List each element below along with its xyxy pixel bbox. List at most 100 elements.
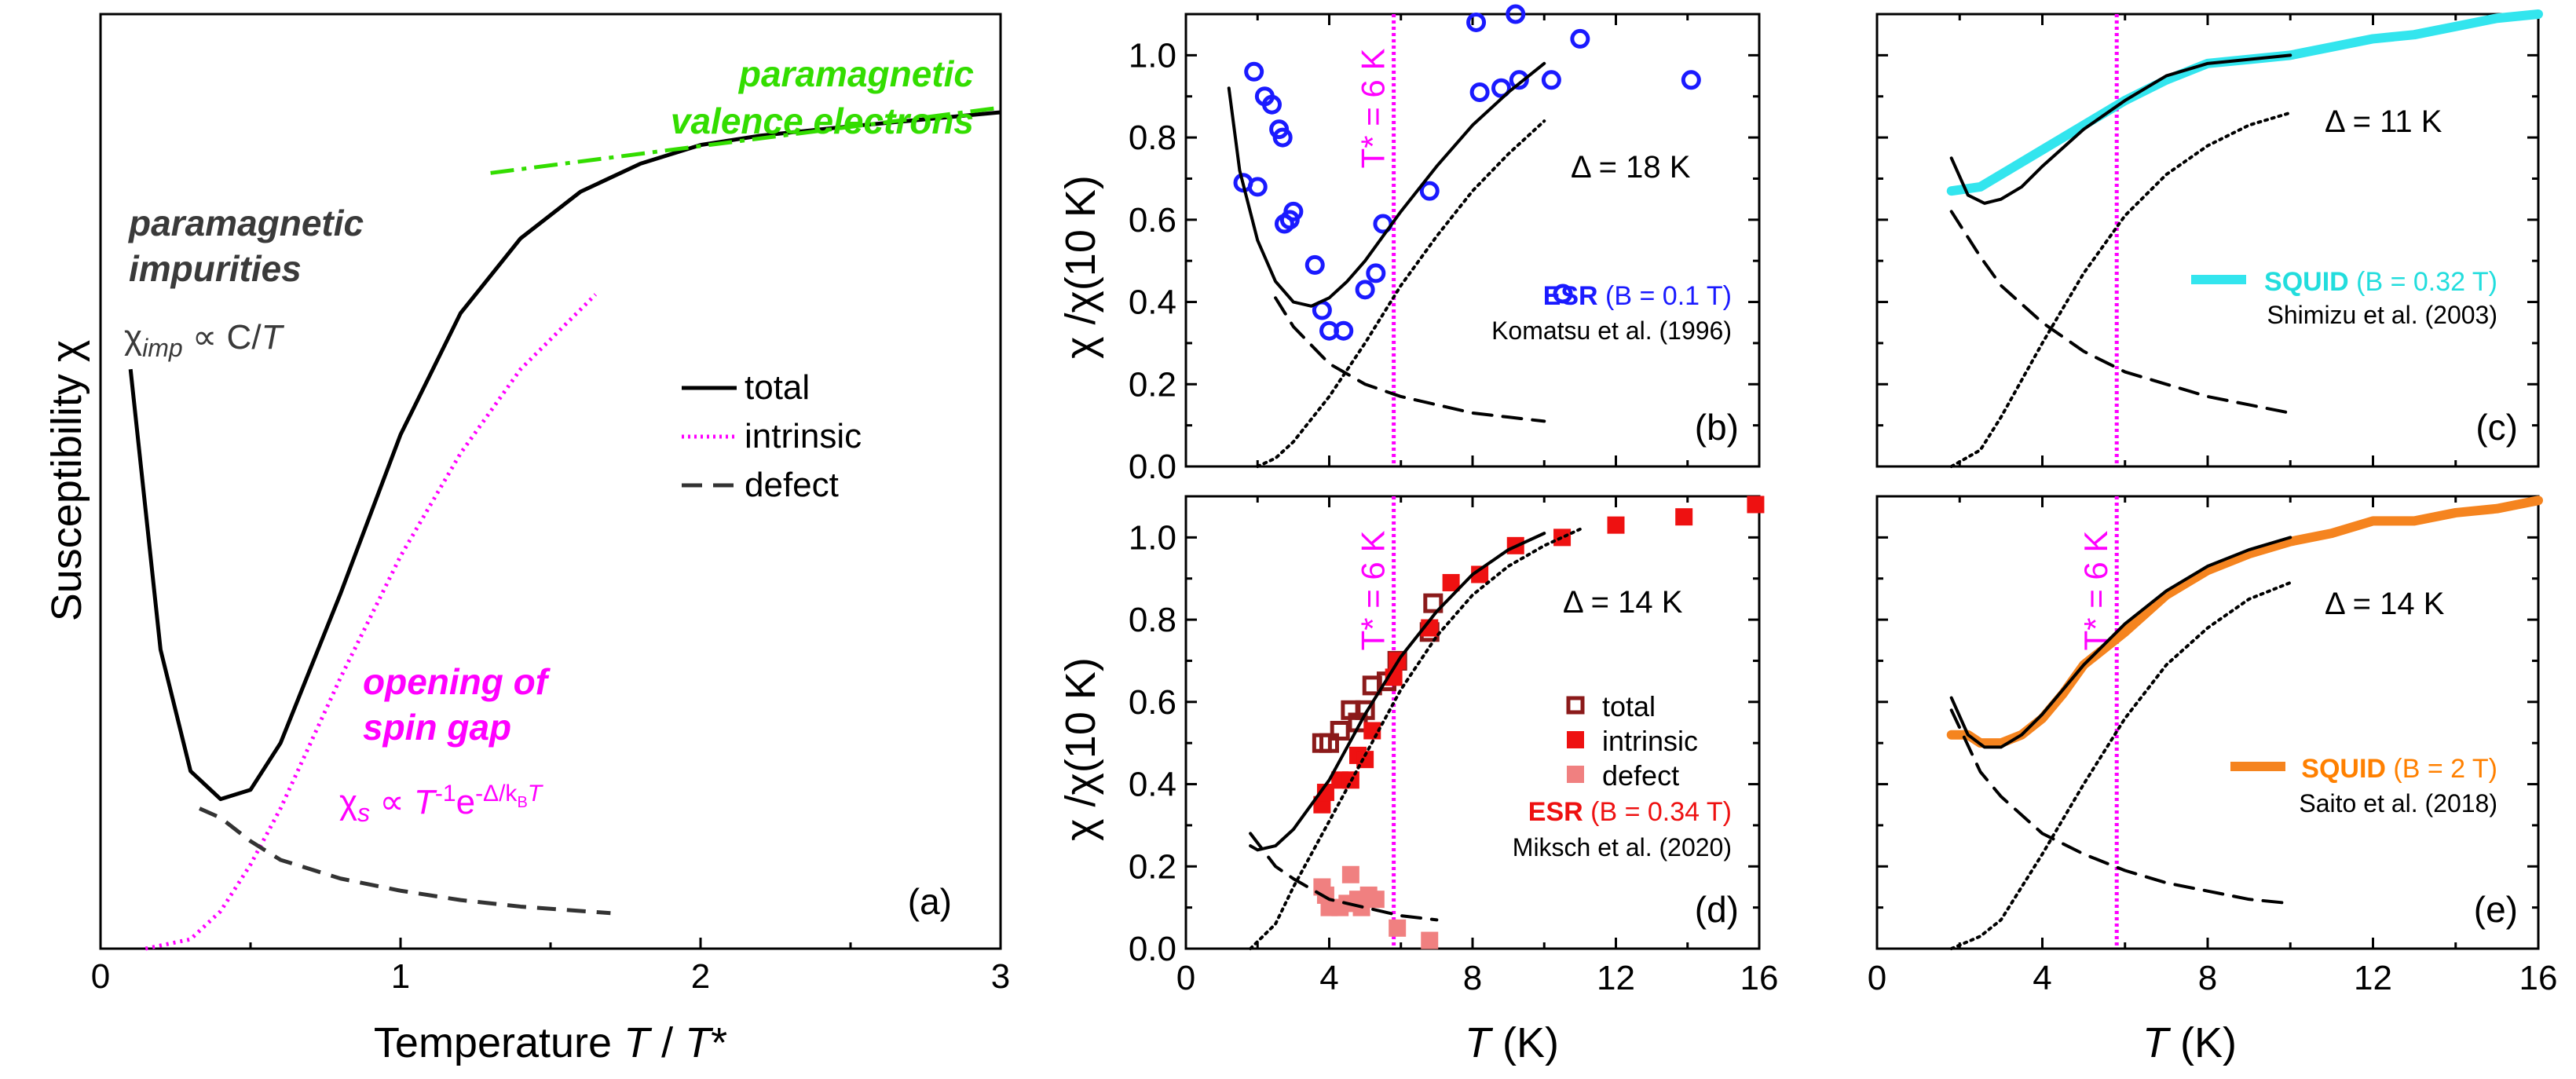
panel-b-y-tick-label: 0.4	[1129, 283, 1176, 322]
panel-b-y-axis-label: χ /χ(10 K)	[1057, 175, 1104, 359]
data-point	[1367, 891, 1385, 909]
panel-d-y-tick-label: 0.2	[1129, 847, 1176, 886]
panel-d-series-intrinsic	[1313, 496, 1765, 814]
panel-c-gap-label: Δ = 11 K	[2325, 104, 2442, 139]
panel-e-gap-label: Δ = 14 K	[2325, 587, 2445, 621]
panel-c-series-total	[1949, 53, 2292, 205]
panel-b-gap-label: Δ = 18 K	[1571, 150, 1691, 185]
data-point	[1607, 516, 1625, 534]
panel-b-frame	[1184, 13, 1761, 468]
panel-b-label: (b)	[1695, 407, 1739, 448]
data-point	[1355, 700, 1375, 720]
panel-e-series-defect	[1949, 708, 2292, 905]
panel-e-series-intrinsic	[1949, 580, 2292, 950]
panel-b-y-tick-label: 1.0	[1129, 36, 1176, 75]
data-point	[1471, 565, 1489, 583]
gap-title-line2: spin gap	[363, 707, 511, 748]
panel-d-y-tick-label: 0.0	[1129, 930, 1176, 968]
panel-d-label: (d)	[1695, 889, 1739, 930]
panel-a-x-tick-label: 1	[391, 957, 410, 996]
panel-a-x-ticks: 0 1 2 3	[91, 938, 1010, 996]
panel-a-series-intrinsic	[145, 293, 598, 951]
panel-d-series-total-fit	[1249, 532, 1546, 852]
legend-marker-total	[1566, 696, 1585, 715]
data-point	[1491, 78, 1511, 98]
data-point	[1356, 751, 1374, 769]
data-point	[1681, 70, 1701, 90]
panel-d-x-tick-label: 0	[1176, 959, 1195, 997]
data-point	[1334, 320, 1354, 341]
data-point	[1316, 784, 1334, 802]
panel-c-label: (c)	[2475, 407, 2518, 448]
data-point	[1541, 70, 1561, 90]
panel-e: 0 4 8 12 16 T* = 6 K Δ = 14 K SQUID (B = 2 T) Sa…	[1868, 495, 2558, 997]
panel-b-series-defect	[1274, 296, 1546, 423]
panel-d-y-tick-label: 0.6	[1129, 683, 1176, 722]
data-point	[1466, 12, 1487, 32]
panel-b-series-total	[1227, 61, 1546, 308]
data-point	[1747, 496, 1765, 514]
panel-e-tstar-label: T* = 6 K	[2077, 531, 2114, 651]
impurities-formula: χimp ∝ C/T	[124, 318, 285, 362]
panel-a-x-axis-label: Temperature T / T*	[374, 1019, 727, 1066]
panel-c-reference: Shimizu et al. (2003)	[2267, 301, 2497, 329]
data-point	[1366, 263, 1386, 283]
panel-d-series-defect	[1313, 865, 1439, 949]
data-point	[1421, 931, 1439, 949]
legend-label-defect: defect	[1602, 759, 1679, 792]
data-point	[1423, 593, 1444, 613]
data-point	[1244, 61, 1264, 82]
data-point	[1304, 254, 1325, 275]
impurities-title-line2: impurities	[129, 248, 302, 289]
panel-a-x-tick-label: 3	[991, 957, 1010, 996]
panel-b-y-tick-label: 0.8	[1129, 119, 1176, 157]
panel-d-x-tick-label: 12	[1597, 959, 1635, 997]
panel-d-x-tick-label: 16	[1740, 959, 1779, 997]
panel-e-x-axis-label: T (K)	[2142, 1019, 2237, 1066]
panel-c-series-intrinsic	[1949, 111, 2292, 468]
panel-d-y-tick-label: 0.4	[1129, 766, 1176, 804]
panel-d-frame	[1184, 495, 1761, 950]
panel-e-legend-label: SQUID (B = 2 T)	[2301, 754, 2497, 784]
panel-e-x-tick-label: 12	[2354, 959, 2392, 997]
legend-marker-intrinsic	[1567, 731, 1584, 748]
panel-b-series-intrinsic	[1256, 119, 1546, 468]
panel-a-label: (a)	[908, 881, 952, 922]
panel-a-x-tick-label: 2	[691, 957, 710, 996]
data-point	[1247, 177, 1268, 197]
panel-d-y-axis-label: χ /χ(10 K)	[1057, 657, 1104, 841]
panel-a-y-axis-label: Susceptibility χ	[43, 340, 90, 622]
data-point	[1469, 82, 1490, 102]
panel-c-series-squid-b-0-32-t-	[1946, 9, 2543, 196]
legend-defect-label: defect	[745, 466, 839, 504]
panel-b-reference: Komatsu et al. (1996)	[1491, 316, 1732, 345]
panel-d-series-defect-fit	[1249, 832, 1439, 922]
panel-d-gap-label: Δ = 14 K	[1563, 585, 1683, 620]
panel-e-x-tick-label: 0	[1868, 959, 1886, 997]
panel-b-series-esr-b-0-1-t-	[1233, 4, 1701, 341]
panel-c: Δ = 11 K SQUID (B = 0.32 T) Shimizu et al.…	[1875, 9, 2543, 468]
panel-d: 0 4 8 12 16 0.0 0.2 0.4 0.6 0.8 1.0 T* = 6 K Δ = 14 …	[1129, 495, 1779, 997]
panel-e-x-tick-label: 4	[2033, 959, 2051, 997]
data-point	[1341, 865, 1359, 883]
panel-b: 0.0 0.2 0.4 0.6 0.8 1.0 T* = 6 K Δ = 18 K ESR (B…	[1129, 4, 1761, 486]
panel-a: 0 1 2 3 Susceptibility χ Temperature T / T*…	[43, 13, 1010, 1066]
data-point	[1442, 573, 1460, 591]
panel-e-label: (e)	[2474, 889, 2518, 930]
data-point	[1389, 919, 1407, 937]
impurities-title-line1: paramagnetic	[127, 203, 364, 243]
data-point	[1262, 94, 1282, 115]
panel-e-series-total	[1949, 536, 2292, 749]
data-point	[1570, 28, 1590, 49]
panel-a-legend: total intrinsic defect	[682, 368, 862, 504]
panel-a-frame	[99, 13, 1002, 950]
panel-d-x-axis-label: T (K)	[1465, 1019, 1559, 1066]
panel-e-frame	[1875, 495, 2540, 950]
data-point	[1355, 280, 1375, 300]
data-point	[1319, 733, 1339, 753]
data-point	[1283, 201, 1304, 221]
panel-e-x-tick-label: 16	[2519, 959, 2558, 997]
panel-a-x-tick-label: 0	[91, 957, 110, 996]
panel-b-legend-label: ESR (B = 0.1 T)	[1543, 281, 1732, 311]
